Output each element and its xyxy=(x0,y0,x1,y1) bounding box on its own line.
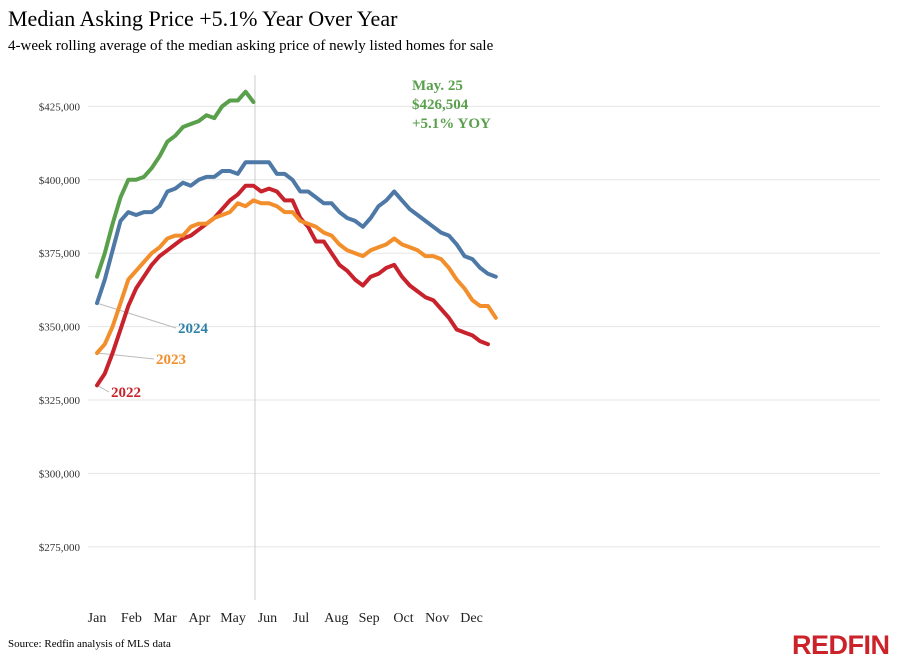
x-tick-label: Dec xyxy=(460,611,483,626)
x-tick-label: Aug xyxy=(324,611,348,626)
x-tick-label: Jan xyxy=(88,611,107,626)
series-label-2024: 2024 xyxy=(178,321,209,337)
grid xyxy=(88,105,880,548)
annotation-date: May. 25 xyxy=(412,78,463,94)
series-line-2022 xyxy=(95,183,490,388)
label-leaders xyxy=(96,302,177,393)
x-tick-label: Sep xyxy=(359,611,380,626)
y-axis: $275,000 $300,000 $325,000 $350,000 $375,000… xyxy=(39,101,81,553)
redfin-logo: REDFIN xyxy=(792,630,890,660)
series-label-2022: 2022 xyxy=(111,385,141,401)
x-tick-label: May xyxy=(220,611,246,626)
x-tick-label: Nov xyxy=(425,611,449,626)
y-tick-label: $300,000 xyxy=(39,468,81,480)
series-line-2024 xyxy=(95,160,498,306)
x-tick-label: Jun xyxy=(258,611,277,626)
leader-line-2024 xyxy=(96,302,177,329)
x-tick-label: Apr xyxy=(189,611,211,626)
x-tick-label: Mar xyxy=(153,611,177,626)
y-tick-label: $275,000 xyxy=(39,542,81,554)
y-tick-label: $325,000 xyxy=(39,395,81,407)
x-tick-label: Jul xyxy=(293,611,309,626)
series-line-2023 xyxy=(95,198,498,355)
y-tick-label: $425,000 xyxy=(39,101,81,113)
chart-subtitle: 4-week rolling average of the median ask… xyxy=(8,38,494,54)
annotation-value: $426,504 xyxy=(412,97,469,113)
x-tick-label: Oct xyxy=(393,611,413,626)
source-note: Source: Redfin analysis of MLS data xyxy=(8,638,171,650)
series-line-2025 xyxy=(95,89,256,279)
series-label-2023: 2023 xyxy=(156,352,186,368)
leader-line-2022 xyxy=(96,384,110,393)
x-axis: Jan Feb Mar Apr May Jun Jul Aug Sep Oct Nov Dec xyxy=(88,611,483,626)
series-labels: 2022 2023 2024 xyxy=(111,321,209,401)
chart-title: Median Asking Price +5.1% Year Over Year xyxy=(8,6,398,31)
latest-annotation: May. 25 $426,504 +5.1% YOY xyxy=(412,78,491,132)
annotation-yoy: +5.1% YOY xyxy=(412,116,491,132)
y-tick-label: $375,000 xyxy=(39,248,81,260)
leader-line-2023 xyxy=(96,352,155,360)
y-tick-label: $400,000 xyxy=(39,175,81,187)
y-tick-label: $350,000 xyxy=(39,322,81,334)
series-lines xyxy=(95,89,498,388)
x-tick-label: Feb xyxy=(121,611,142,626)
